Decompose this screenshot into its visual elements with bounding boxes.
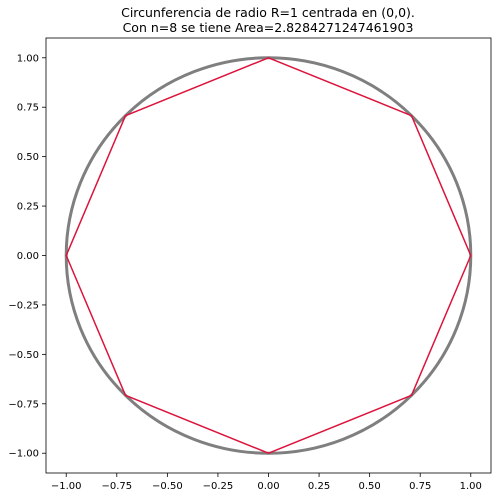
axes-frame [45,37,492,474]
x-tick-label: −0.50 [152,481,183,492]
y-tick-label: 0.25 [17,202,39,213]
y-axis: 1.00 0.75 0.50 0.25 0.00 −0.25 −0.50 −0.75 −1.00 [8,53,46,460]
x-tick-label: −1.00 [51,481,82,492]
y-tick-label: −0.25 [8,300,39,311]
x-tick-label: 0.25 [308,481,330,492]
circle-series [64,56,473,455]
octagon-series [65,57,472,454]
x-tick-label: −0.25 [203,481,234,492]
x-tick-label: 0.00 [257,481,279,492]
chart-title-line-1: Circunferencia de radio R=1 centrada en … [121,5,415,20]
x-tick-label: −0.75 [101,481,132,492]
y-tick-label: −1.00 [8,449,39,460]
plot-area [64,56,473,455]
y-tick-label: 1.00 [17,53,39,64]
y-tick-label: −0.75 [8,399,39,410]
chart-title-line-2: Con n=8 se tiene Area=2.8284271247461903 [123,20,414,35]
x-tick-label: 0.75 [409,481,431,492]
x-axis: −1.00 −0.75 −0.50 −0.25 0.00 0.25 0.50 0.75 1.00 [51,473,482,492]
y-tick-label: 0.75 [17,103,39,114]
y-tick-label: 0.50 [17,152,39,163]
x-tick-label: 0.50 [359,481,381,492]
x-tick-label: 1.00 [460,481,482,492]
y-tick-label: −0.50 [8,350,39,361]
y-tick-label: 0.00 [17,251,39,262]
